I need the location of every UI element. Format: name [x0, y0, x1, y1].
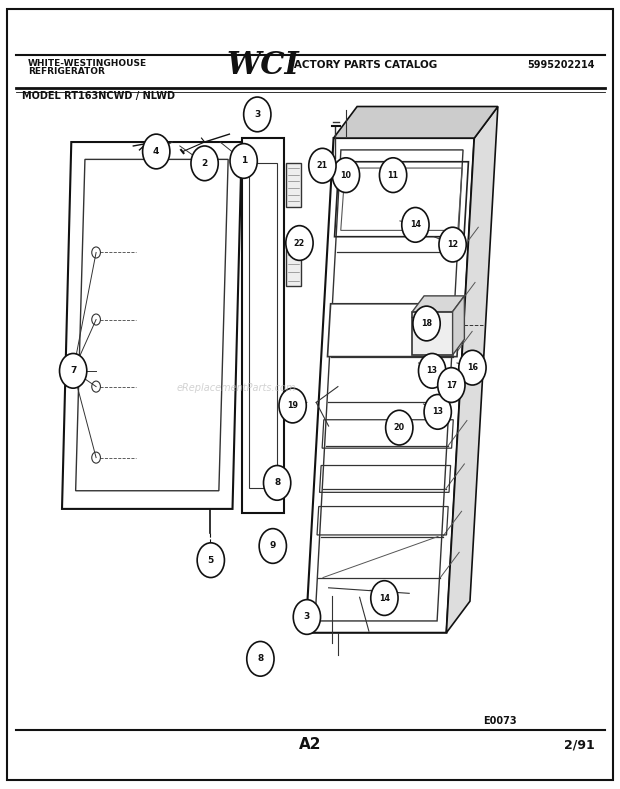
- Text: MODEL RT163NCWD / NLWD: MODEL RT163NCWD / NLWD: [22, 92, 175, 101]
- Polygon shape: [334, 107, 498, 138]
- Circle shape: [244, 97, 271, 132]
- Text: 13: 13: [427, 366, 438, 376]
- Text: 5995202214: 5995202214: [528, 61, 595, 70]
- Polygon shape: [62, 142, 242, 509]
- Text: 2: 2: [202, 159, 208, 168]
- Text: 14: 14: [379, 593, 390, 603]
- Circle shape: [309, 148, 336, 183]
- Text: 8: 8: [274, 478, 280, 488]
- Text: 1: 1: [241, 156, 247, 166]
- Text: 17: 17: [446, 380, 457, 390]
- Text: 21: 21: [317, 161, 328, 170]
- Text: 3: 3: [254, 110, 260, 119]
- Text: REFRIGERATOR: REFRIGERATOR: [28, 66, 105, 76]
- Text: 16: 16: [467, 363, 478, 372]
- Circle shape: [424, 394, 451, 429]
- Circle shape: [264, 466, 291, 500]
- Polygon shape: [446, 107, 498, 633]
- Text: 8: 8: [257, 654, 264, 664]
- Polygon shape: [242, 138, 284, 513]
- Polygon shape: [412, 296, 464, 312]
- Circle shape: [439, 227, 466, 262]
- Circle shape: [293, 600, 321, 634]
- Text: 9: 9: [270, 541, 276, 551]
- Text: WHITE-WESTINGHOUSE: WHITE-WESTINGHOUSE: [28, 58, 147, 68]
- Circle shape: [230, 144, 257, 178]
- Circle shape: [143, 134, 170, 169]
- Text: E0073: E0073: [484, 716, 517, 726]
- Text: 10: 10: [340, 170, 352, 180]
- Circle shape: [259, 529, 286, 563]
- Text: 14: 14: [410, 220, 421, 230]
- Text: eReplacementParts.com: eReplacementParts.com: [177, 383, 296, 393]
- Circle shape: [332, 158, 360, 193]
- Circle shape: [247, 641, 274, 676]
- Circle shape: [379, 158, 407, 193]
- Text: 22: 22: [294, 238, 305, 248]
- Text: 19: 19: [287, 401, 298, 410]
- Polygon shape: [306, 138, 474, 633]
- Circle shape: [402, 208, 429, 242]
- Polygon shape: [327, 304, 460, 357]
- Circle shape: [438, 368, 465, 402]
- Text: FACTORY PARTS CATALOG: FACTORY PARTS CATALOG: [288, 61, 438, 70]
- Circle shape: [191, 146, 218, 181]
- Circle shape: [279, 388, 306, 423]
- Polygon shape: [286, 242, 301, 286]
- Circle shape: [413, 306, 440, 341]
- Polygon shape: [412, 312, 453, 355]
- Text: 20: 20: [394, 423, 405, 432]
- Circle shape: [60, 353, 87, 388]
- Text: 2/91: 2/91: [564, 739, 595, 751]
- Polygon shape: [453, 296, 464, 355]
- Circle shape: [371, 581, 398, 615]
- Text: 5: 5: [208, 555, 214, 565]
- Text: 18: 18: [421, 319, 432, 328]
- Text: 12: 12: [447, 240, 458, 249]
- Text: 7: 7: [70, 366, 76, 376]
- Text: 4: 4: [153, 147, 159, 156]
- Circle shape: [418, 353, 446, 388]
- Text: A2: A2: [299, 737, 321, 753]
- Circle shape: [386, 410, 413, 445]
- Text: 11: 11: [388, 170, 399, 180]
- Polygon shape: [286, 163, 301, 207]
- Circle shape: [286, 226, 313, 260]
- Text: WCI: WCI: [226, 50, 299, 81]
- Circle shape: [197, 543, 224, 578]
- Text: 3: 3: [304, 612, 310, 622]
- FancyBboxPatch shape: [7, 9, 613, 780]
- Circle shape: [459, 350, 486, 385]
- Text: 13: 13: [432, 407, 443, 417]
